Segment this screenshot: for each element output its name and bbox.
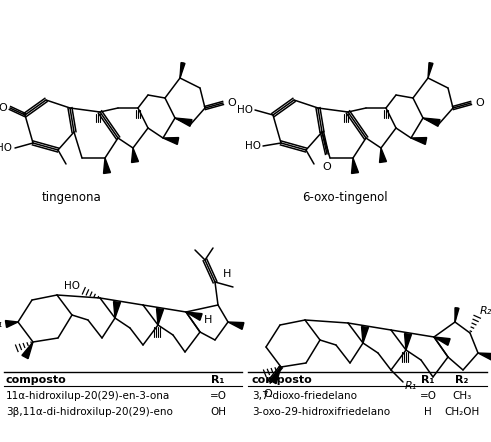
Text: R₂: R₂ (480, 306, 491, 316)
Polygon shape (423, 118, 440, 126)
Polygon shape (132, 148, 138, 163)
Text: O: O (0, 103, 7, 113)
Text: R₂: R₂ (455, 375, 469, 385)
Text: HO: HO (245, 141, 261, 151)
Polygon shape (380, 148, 386, 163)
Polygon shape (22, 342, 33, 358)
Text: 3-oxo-29-hidroxifriedelano: 3-oxo-29-hidroxifriedelano (252, 407, 390, 417)
Polygon shape (405, 334, 411, 350)
Text: composto: composto (6, 375, 67, 385)
Text: 3,7-dioxo-friedelano: 3,7-dioxo-friedelano (252, 391, 357, 401)
Text: composto: composto (252, 375, 313, 385)
Polygon shape (478, 353, 491, 360)
Text: H: H (424, 407, 432, 417)
Text: R₁: R₁ (421, 375, 435, 385)
Text: HO: HO (64, 281, 80, 291)
Polygon shape (228, 322, 244, 329)
Text: O: O (475, 98, 484, 108)
Text: 3β,11α-di-hidroxilup-20(29)-eno: 3β,11α-di-hidroxilup-20(29)-eno (6, 407, 173, 417)
Text: =O: =O (419, 391, 436, 401)
Polygon shape (186, 312, 202, 320)
Polygon shape (175, 118, 192, 126)
Text: R₁: R₁ (211, 375, 225, 385)
Polygon shape (163, 137, 179, 145)
Text: CH₂OH: CH₂OH (444, 407, 480, 417)
Text: CH₃: CH₃ (452, 391, 472, 401)
Polygon shape (270, 367, 281, 384)
Text: HO: HO (237, 105, 253, 115)
Polygon shape (104, 158, 110, 173)
Text: OH: OH (210, 407, 226, 417)
Text: tingenona: tingenona (42, 191, 102, 205)
Polygon shape (352, 158, 358, 173)
Polygon shape (180, 63, 185, 78)
Text: R₁: R₁ (0, 319, 3, 329)
Polygon shape (157, 309, 164, 325)
Polygon shape (434, 337, 450, 345)
Text: 11α-hidroxilup-20(29)-en-3-ona: 11α-hidroxilup-20(29)-en-3-ona (6, 391, 170, 401)
Polygon shape (113, 301, 120, 318)
Polygon shape (411, 137, 427, 145)
Polygon shape (5, 320, 18, 328)
Text: =O: =O (210, 391, 226, 401)
Polygon shape (361, 327, 368, 343)
Text: O: O (264, 389, 273, 399)
Text: HO: HO (0, 143, 12, 153)
Polygon shape (428, 63, 433, 78)
Text: O: O (323, 162, 331, 172)
Text: 6-oxo-tingenol: 6-oxo-tingenol (302, 191, 388, 205)
Polygon shape (455, 308, 459, 322)
Text: H: H (223, 269, 231, 279)
Text: R₁: R₁ (405, 381, 417, 391)
Text: H: H (204, 315, 213, 325)
Text: O: O (227, 98, 236, 108)
